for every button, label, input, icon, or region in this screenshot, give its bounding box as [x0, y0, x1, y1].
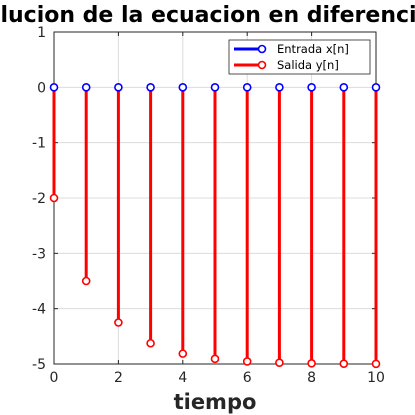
stem-marker: [275, 358, 284, 368]
x-tick-label: 10: [367, 370, 385, 386]
stem-marker: [339, 83, 349, 92]
stem-marker: [242, 357, 252, 366]
series: [49, 83, 381, 369]
x-tick-label: 2: [114, 370, 123, 386]
stem-marker: [307, 359, 316, 368]
stem-marker: [371, 83, 381, 92]
y-tick-label: -4: [32, 302, 46, 318]
legend-swatch-marker: [257, 44, 267, 54]
stem-marker: [242, 83, 252, 92]
y-tick-label: -5: [32, 357, 46, 373]
chart-title: Solucion de la ecuacion en diferencias: [0, 3, 415, 28]
stem-marker: [210, 354, 220, 364]
y-tick-label: -3: [32, 246, 46, 262]
stem-marker: [178, 349, 188, 358]
stem-marker: [114, 83, 123, 92]
stem-marker: [178, 83, 188, 92]
stem-marker: [210, 83, 220, 92]
legend: Entrada x[n] Salida y[n]: [228, 39, 371, 75]
y-tick-label: -1: [32, 136, 46, 152]
x-tick-label: 8: [307, 370, 316, 386]
stem-marker: [146, 338, 155, 348]
stem-marker: [339, 359, 349, 368]
series-output: [49, 87, 381, 369]
legend-label: Salida y[n]: [277, 58, 339, 72]
series-input: [49, 83, 381, 92]
legend-label: Entrada x[n]: [277, 42, 349, 56]
stem-marker: [49, 83, 59, 92]
y-tick-label: 1: [37, 25, 46, 41]
stem-marker: [275, 83, 284, 92]
x-tick-label: 0: [50, 370, 59, 386]
x-tick-label: 4: [178, 370, 187, 386]
stem-marker: [81, 83, 91, 92]
stem-marker: [49, 193, 59, 203]
y-tick-label: 0: [37, 80, 46, 96]
stem-marker: [371, 359, 381, 369]
stem-marker: [81, 276, 91, 286]
stem-marker: [114, 318, 123, 327]
stem-marker: [307, 83, 316, 92]
x-axis-label: tiempo: [174, 390, 257, 414]
legend-swatch-marker: [257, 60, 267, 70]
legend-box: [228, 39, 371, 75]
stem-marker: [146, 83, 155, 92]
y-tick-label: -2: [32, 191, 46, 207]
x-tick-label: 6: [243, 370, 252, 386]
